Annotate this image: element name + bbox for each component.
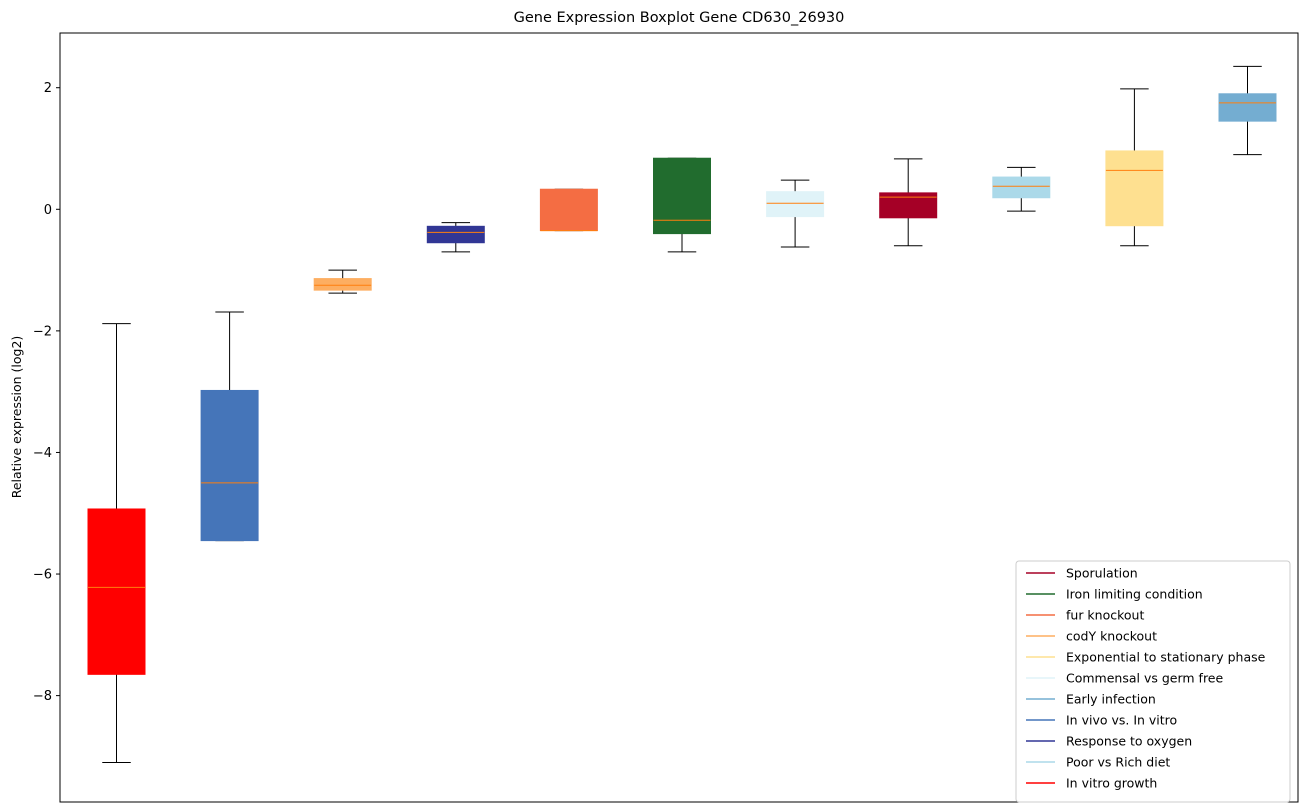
box-iqr xyxy=(653,157,711,235)
legend-label: In vitro growth xyxy=(1066,776,1157,791)
box-sporulation xyxy=(879,158,938,247)
legend-entry: Response to oxygen xyxy=(1026,734,1192,749)
legend-entry: codY knockout xyxy=(1026,629,1157,644)
box-iqr xyxy=(766,191,825,218)
legend-label: Early infection xyxy=(1066,692,1156,707)
box-iqr xyxy=(1105,150,1164,227)
box-iqr xyxy=(539,188,598,232)
y-tick-label: 0 xyxy=(44,203,52,218)
legend-entry: fur knockout xyxy=(1026,608,1144,623)
box-in-vivo-vs-in-vitro xyxy=(200,311,259,542)
legend-entry: Poor vs Rich diet xyxy=(1026,755,1170,770)
box-iqr xyxy=(200,389,259,542)
legend-label: Commensal vs germ free xyxy=(1066,671,1223,686)
box-commensal-vs-germ-free xyxy=(766,179,825,248)
legend-entry: Commensal vs germ free xyxy=(1026,671,1223,686)
legend-label: Response to oxygen xyxy=(1066,734,1192,749)
legend-label: Exponential to stationary phase xyxy=(1066,650,1266,665)
y-tick-label: −8 xyxy=(33,689,52,704)
legend-entry: In vitro growth xyxy=(1026,776,1157,791)
y-axis: −8 −6 −4 −2 0 2 xyxy=(33,81,60,704)
box-cody-knockout xyxy=(313,269,372,294)
plot-frame xyxy=(59,32,1299,803)
y-tick-label: 2 xyxy=(44,81,52,96)
legend-entry: Early infection xyxy=(1026,692,1156,707)
box-iqr xyxy=(1218,93,1277,122)
y-tick-label: −4 xyxy=(33,446,52,461)
box-iqr xyxy=(992,176,1051,199)
legend-label: codY knockout xyxy=(1066,629,1157,644)
legend-entry: Sporulation xyxy=(1026,566,1138,581)
y-axis-label: Relative expression (log2) xyxy=(9,336,24,499)
legend-entry: In vivo vs. In vitro xyxy=(1026,713,1177,728)
box-exponential-to-stationary-phase xyxy=(1105,88,1164,247)
y-tick-label: −6 xyxy=(33,568,52,583)
plot-area xyxy=(87,65,1277,763)
box-iqr xyxy=(87,508,146,675)
box-iqr xyxy=(426,225,485,244)
legend-box xyxy=(1015,560,1291,803)
box-poor-vs-rich-diet xyxy=(992,166,1051,212)
legend-label: Iron limiting condition xyxy=(1066,587,1203,602)
box-fur-knockout xyxy=(539,188,598,232)
legend-entry: Exponential to stationary phase xyxy=(1026,650,1266,665)
box-iron-limiting-condition xyxy=(653,157,711,253)
chart-title: Gene Expression Boxplot Gene CD630_26930 xyxy=(514,10,845,26)
y-tick-label: −2 xyxy=(33,324,52,339)
legend-label: fur knockout xyxy=(1066,608,1144,623)
legend: Sporulation Iron limiting condition fur kn… xyxy=(1015,560,1291,803)
legend-entry: Iron limiting condition xyxy=(1026,587,1203,602)
legend-label: Poor vs Rich diet xyxy=(1066,755,1170,770)
box-in-vitro-growth xyxy=(87,323,146,763)
box-iqr xyxy=(879,192,938,219)
box-response-to-oxygen xyxy=(426,222,485,253)
box-iqr xyxy=(313,278,372,291)
box-early-infection xyxy=(1218,65,1277,156)
legend-label: Sporulation xyxy=(1066,566,1138,581)
legend-label: In vivo vs. In vitro xyxy=(1066,713,1177,728)
